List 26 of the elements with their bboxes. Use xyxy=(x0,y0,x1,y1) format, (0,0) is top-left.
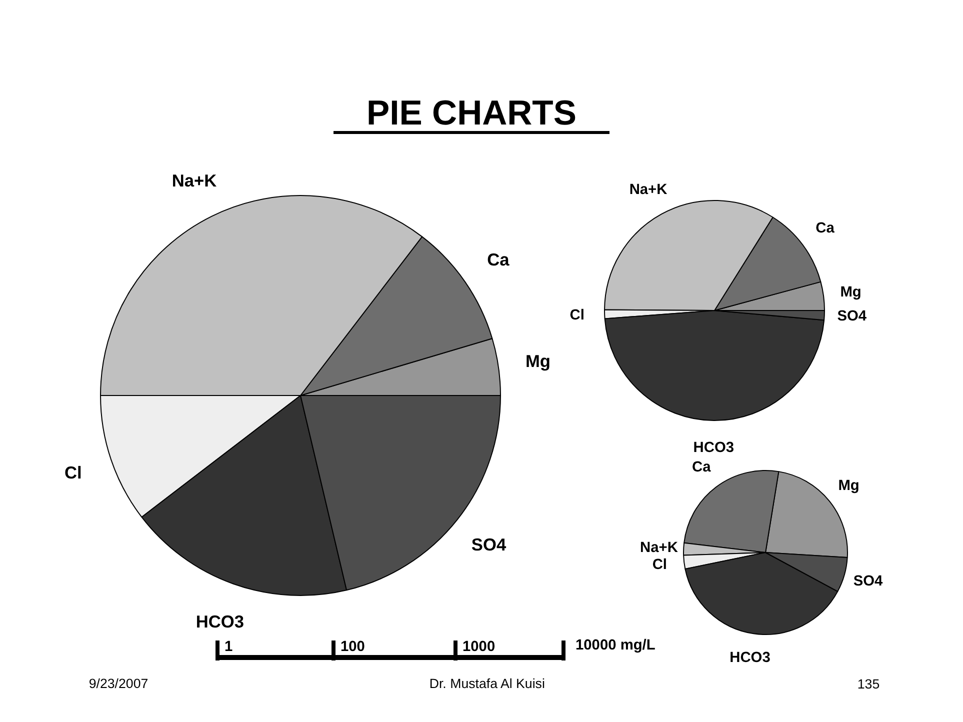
text: 10000 mg/L xyxy=(576,638,656,654)
slice-label: HCO3 xyxy=(196,612,244,632)
slice-label: Mg xyxy=(838,478,860,494)
slice-label: Cl xyxy=(570,307,584,324)
slice-label: HCO3 xyxy=(730,650,770,666)
slice-label: Cl xyxy=(64,462,82,483)
text: 135 xyxy=(857,676,880,692)
slice-label: Na+K xyxy=(172,170,218,190)
slice-label: HCO3 xyxy=(693,440,734,456)
slice-label: Ca xyxy=(692,459,712,476)
slice-label: Na+K xyxy=(629,182,668,198)
slice-label: Ca xyxy=(816,220,836,237)
text: 9/23/2007 xyxy=(88,676,148,691)
text: 100 xyxy=(340,639,365,655)
text: 1 xyxy=(224,639,233,655)
slice-label: Mg xyxy=(840,284,862,300)
slice-label: SO4 xyxy=(837,308,868,325)
slice-label: Na+K xyxy=(640,540,678,556)
slice-label: Ca xyxy=(487,249,510,270)
slice-label: Cl xyxy=(652,557,667,574)
slice-label: SO4 xyxy=(471,534,506,554)
slice-label: SO4 xyxy=(853,574,884,590)
text: 1000 xyxy=(462,639,496,655)
slice-label: Mg xyxy=(525,350,551,371)
text: Dr. Mustafa Al Kuisi xyxy=(429,676,545,691)
chart-title: PIE CHARTS xyxy=(366,94,576,132)
